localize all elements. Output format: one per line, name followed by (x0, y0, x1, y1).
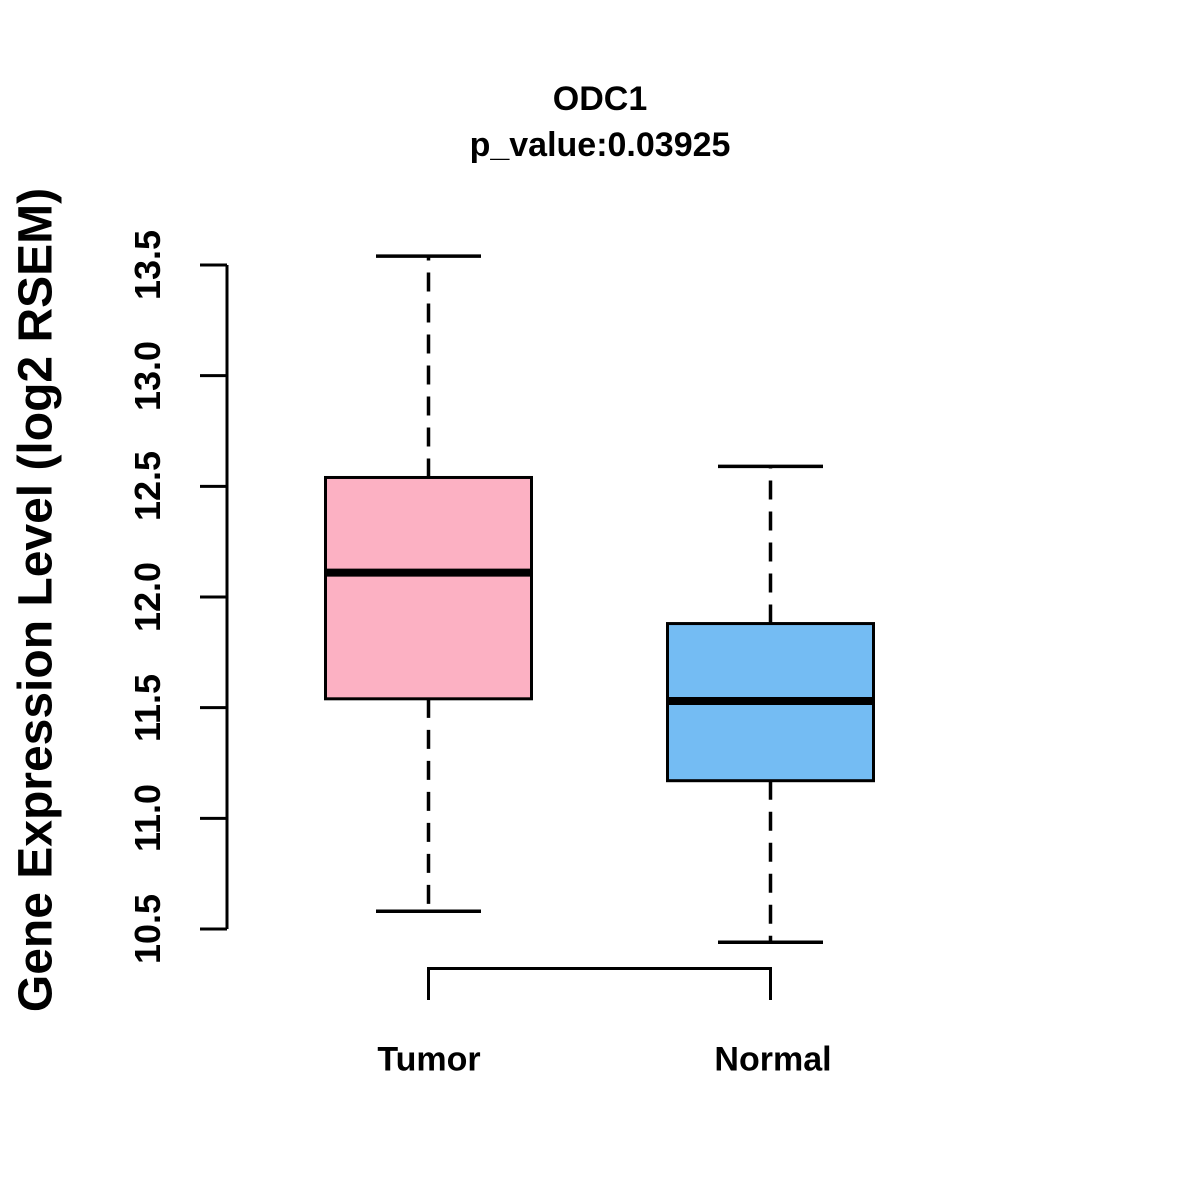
x-tick-label-normal: Normal (714, 1040, 832, 1079)
y-axis-title: Gene Expression Level (log2 RSEM) (9, 187, 63, 1013)
chart-subtitle-pvalue: p_value:0.03925 (469, 126, 731, 164)
y-tick-label: 11.0 (127, 784, 168, 853)
y-tick-label: 11.5 (127, 673, 168, 742)
y-tick-label: 13.0 (127, 340, 168, 411)
tumor-box (324, 475, 533, 701)
y-tick-label: 10.5 (127, 893, 168, 965)
y-tick-label: 12.0 (127, 561, 168, 633)
x-axis-bracket (427, 967, 772, 1000)
y-tick-label: 13.5 (127, 229, 168, 301)
x-tick-label-tumor: Tumor (377, 1040, 481, 1079)
y-tick-label: 12.5 (127, 451, 168, 522)
chart-title: ODC1 (552, 80, 648, 118)
